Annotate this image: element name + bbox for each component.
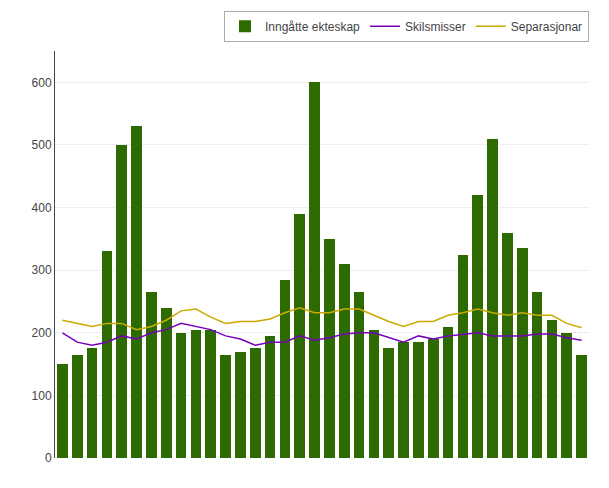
svg-text:400: 400: [32, 201, 52, 215]
svg-text:Skilsmisser: Skilsmisser: [405, 20, 466, 34]
svg-text:100: 100: [32, 389, 52, 403]
svg-text:500: 500: [32, 138, 52, 152]
svg-text:300: 300: [32, 263, 52, 277]
svg-text:Inngåtte ekteskap: Inngåtte ekteskap: [265, 20, 360, 34]
svg-text:200: 200: [32, 326, 52, 340]
svg-text:600: 600: [32, 76, 52, 90]
svg-text:Separasjonar: Separasjonar: [511, 20, 582, 34]
svg-text:0: 0: [45, 451, 52, 465]
